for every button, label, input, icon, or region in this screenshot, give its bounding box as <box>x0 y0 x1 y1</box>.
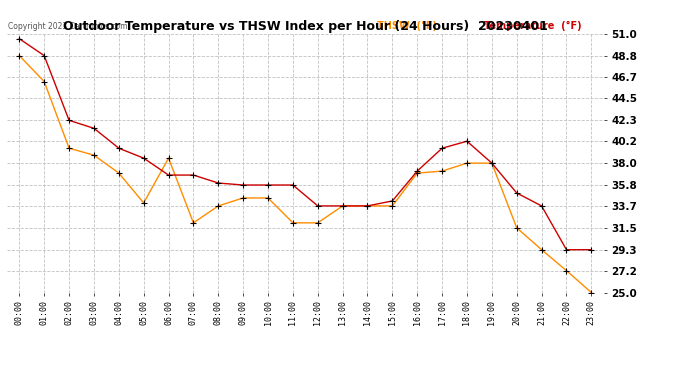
Text: Temperature  (°F): Temperature (°F) <box>484 21 582 31</box>
Text: THSW  (°F): THSW (°F) <box>377 21 437 31</box>
Text: Copyright 2023 Cartronics.com: Copyright 2023 Cartronics.com <box>8 22 128 31</box>
Title: Outdoor Temperature vs THSW Index per Hour (24 Hours)  20230401: Outdoor Temperature vs THSW Index per Ho… <box>63 20 548 33</box>
